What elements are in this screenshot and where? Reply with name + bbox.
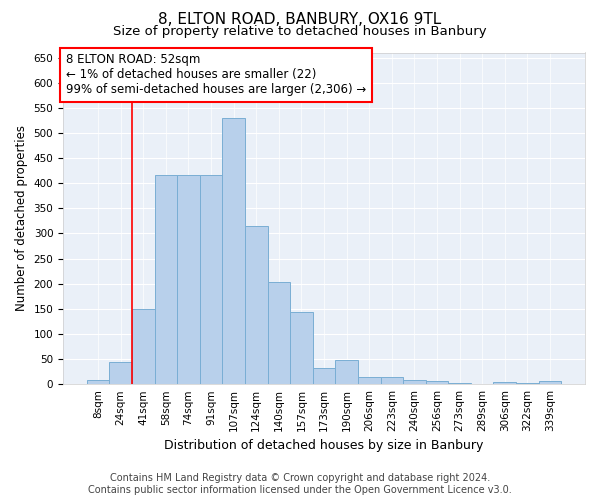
Bar [87, 380, 109, 384]
Bar [539, 381, 561, 384]
Bar [358, 376, 380, 384]
Y-axis label: Number of detached properties: Number of detached properties [15, 126, 28, 312]
Bar [335, 360, 358, 384]
Bar [448, 383, 471, 384]
X-axis label: Distribution of detached houses by size in Banbury: Distribution of detached houses by size … [164, 440, 484, 452]
Text: Contains HM Land Registry data © Crown copyright and database right 2024.
Contai: Contains HM Land Registry data © Crown c… [88, 474, 512, 495]
Bar [109, 362, 132, 384]
Bar [380, 377, 403, 384]
Bar [268, 282, 290, 384]
Bar [155, 175, 177, 384]
Bar [200, 174, 223, 384]
Bar [403, 380, 425, 384]
Text: 8 ELTON ROAD: 52sqm
← 1% of detached houses are smaller (22)
99% of semi-detache: 8 ELTON ROAD: 52sqm ← 1% of detached hou… [65, 54, 366, 96]
Text: Size of property relative to detached houses in Banbury: Size of property relative to detached ho… [113, 25, 487, 38]
Bar [177, 174, 200, 384]
Bar [132, 309, 155, 384]
Bar [313, 368, 335, 384]
Bar [245, 226, 268, 384]
Text: 8, ELTON ROAD, BANBURY, OX16 9TL: 8, ELTON ROAD, BANBURY, OX16 9TL [158, 12, 442, 28]
Bar [223, 118, 245, 384]
Bar [493, 382, 516, 384]
Bar [290, 312, 313, 384]
Bar [516, 383, 539, 384]
Bar [425, 381, 448, 384]
